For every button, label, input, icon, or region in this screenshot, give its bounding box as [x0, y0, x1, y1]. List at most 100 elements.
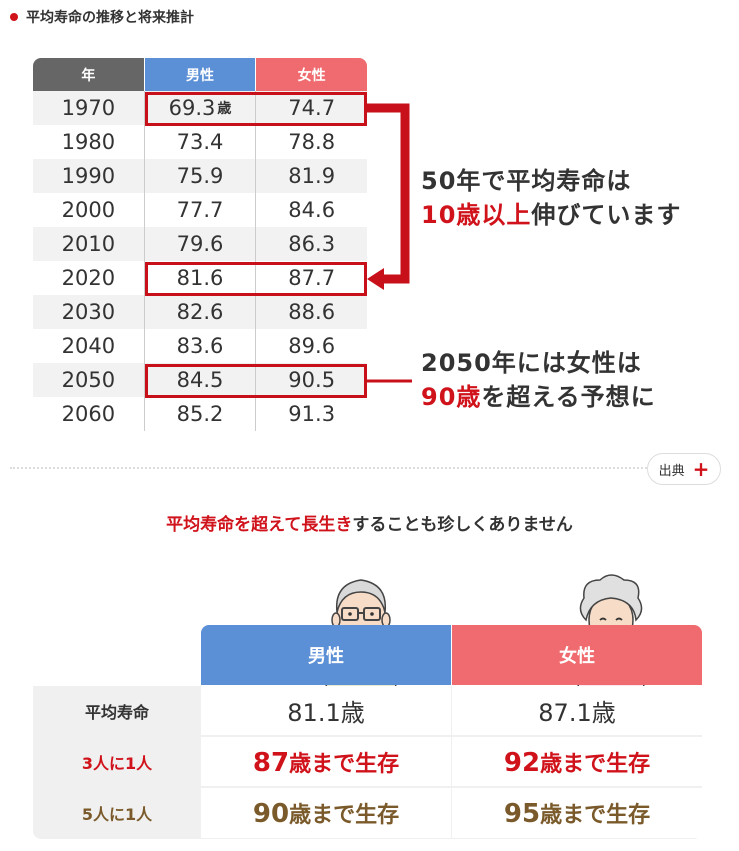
survival-value: 87歳まで生存 — [253, 746, 399, 778]
survival-suffix: 歳まで生存 — [540, 751, 651, 777]
cell-male: 77.7 — [143, 193, 256, 227]
table-row: 2040 83.6 89.6 — [33, 329, 367, 363]
cell-year: 1970 — [61, 96, 116, 120]
section-heading: 平均寿命の推移と将来推計 — [10, 6, 194, 28]
survival-age: 95 — [503, 799, 541, 829]
bottom-row: 5人に1人 90歳まで生存 95歳まで生存 — [33, 788, 702, 839]
cell-year: 2010 — [61, 232, 116, 256]
cell-male: 84.5 — [143, 363, 256, 397]
bottom-cell-male: 90歳まで生存 — [201, 788, 451, 838]
bottom-row: 3人に1人 87歳まで生存 92歳まで生存 — [33, 737, 702, 788]
table-row: 2000 77.7 84.6 — [33, 193, 367, 227]
table-row: 1980 73.4 78.8 — [33, 125, 367, 159]
cell-male-value: 75.9 — [176, 164, 224, 188]
survival-age: 92 — [503, 747, 541, 778]
bullet-dot-icon — [10, 13, 18, 21]
cell-female: 87.7 — [255, 261, 367, 295]
arrow-head-icon — [367, 268, 384, 290]
cell-year: 2020 — [61, 266, 116, 290]
table-body: 1970 69.3 歳 74.7 1980 73.4 78.8 1990 75.9 81.9 200… — [33, 91, 367, 431]
survival-suffix: 歳まで生存 — [289, 803, 400, 828]
cell-male-value: 77.7 — [176, 198, 224, 222]
cell-male-value: 82.6 — [176, 300, 224, 324]
cell-female: 90.5 — [255, 363, 367, 397]
cell-year: 2060 — [61, 402, 116, 426]
cell-female: 89.6 — [255, 329, 367, 363]
dotted-divider — [10, 467, 650, 469]
header-female: 女性 — [256, 58, 368, 91]
cell-male-value: 79.6 — [176, 232, 224, 256]
subtitle-emphasis: 平均寿命を超えて長生き — [166, 515, 353, 535]
life-value: 87.1歳 — [538, 699, 616, 727]
cell-male: 69.3 歳 — [143, 91, 256, 125]
cell-male: 83.6 — [143, 329, 256, 363]
cell-female: 88.6 — [255, 295, 367, 329]
table-row: 1970 69.3 歳 74.7 — [33, 91, 367, 125]
cell-year: 2040 — [61, 334, 116, 358]
section-heading-text: 平均寿命の推移と将来推計 — [26, 10, 194, 26]
bottom-cell-female: 92歳まで生存 — [452, 737, 702, 786]
cell-male-value: 84.5 — [176, 368, 224, 392]
cell-year: 1990 — [61, 164, 116, 188]
subtitle-rest: することも珍しくありません — [352, 515, 573, 535]
cell-male-value: 85.2 — [176, 402, 224, 426]
cell-year: 2050 — [61, 368, 116, 392]
cell-female: 74.7 — [255, 91, 367, 125]
subtitle: 平均寿命を超えて長生きすることも珍しくありません — [0, 510, 739, 535]
survival-value: 95歳まで生存 — [504, 797, 650, 829]
header-male: 男性 — [144, 58, 256, 91]
callout-1: 50年で平均寿命は 10歳以上伸びています — [421, 164, 681, 232]
bottom-cell-male: 81.1歳 — [201, 686, 451, 735]
callout-2-line1: 2050年には女性は — [421, 349, 642, 377]
table-header: 年 男性 女性 — [33, 58, 368, 91]
life-value: 81.1歳 — [287, 699, 365, 727]
survival-value: 92歳まで生存 — [504, 746, 650, 778]
cell-female: 84.6 — [255, 193, 367, 227]
cell-male: 85.2 — [143, 397, 256, 431]
table-row: 2030 82.6 88.6 — [33, 295, 367, 329]
bottom-row: 平均寿命 81.1歳 87.1歳 — [33, 686, 702, 737]
plus-icon: + — [692, 457, 710, 481]
cell-male: 75.9 — [143, 159, 256, 193]
source-button[interactable]: 出典 + — [647, 453, 721, 485]
bottom-cell-female: 87.1歳 — [452, 686, 702, 735]
callout-1-line2: 10歳以上伸びています — [421, 198, 681, 232]
bottom-header-female: 女性 — [452, 625, 702, 685]
callout-2: 2050年には女性は 90歳を超える予想に — [421, 346, 656, 414]
cell-female: 86.3 — [255, 227, 367, 261]
life-expectancy-table: 年 男性 女性 1970 69.3 歳 74.7 1980 73.4 78.8 1990 75.… — [33, 58, 368, 431]
bottom-row-label: 3人に1人 — [81, 754, 153, 773]
cell-male-value: 81.6 — [176, 266, 224, 290]
cell-male: 81.6 — [143, 261, 256, 295]
survival-suffix: 歳まで生存 — [540, 803, 651, 828]
cell-male-value: 83.6 — [176, 334, 224, 358]
callout-2-emphasis: 90歳 — [421, 383, 482, 411]
table-row: 2020 81.6 87.7 — [33, 261, 367, 295]
header-year: 年 — [33, 58, 144, 91]
cell-male-value: 73.4 — [176, 130, 224, 154]
callout-1-line1: 50年で平均寿命は — [421, 167, 632, 195]
bottom-cell-male: 87歳まで生存 — [201, 737, 451, 786]
cell-female: 81.9 — [255, 159, 367, 193]
survival-age: 90 — [252, 799, 290, 829]
bottom-header-male: 男性 — [201, 625, 451, 685]
survival-value: 90歳まで生存 — [253, 797, 399, 829]
cell-year: 2030 — [61, 300, 116, 324]
cell-male: 73.4 — [143, 125, 256, 159]
callout-2-rest: を超える予想に — [481, 383, 656, 411]
bottom-cell-female: 95歳まで生存 — [452, 788, 702, 838]
cell-female: 78.8 — [255, 125, 367, 159]
arrow-connector — [367, 103, 410, 284]
table-row: 2010 79.6 86.3 — [33, 227, 367, 261]
cell-year: 2000 — [61, 198, 116, 222]
cell-male: 79.6 — [143, 227, 256, 261]
cell-male-value: 69.3 — [168, 96, 216, 120]
survival-suffix: 歳まで生存 — [289, 751, 400, 777]
cell-female: 91.3 — [255, 397, 367, 431]
callout-1-emphasis: 10歳以上 — [421, 201, 532, 229]
source-button-label: 出典 — [658, 463, 685, 479]
callout-1-rest: 伸びています — [531, 201, 682, 229]
table-row: 2060 85.2 91.3 — [33, 397, 367, 431]
cell-year: 1980 — [61, 130, 116, 154]
table-row: 2050 84.5 90.5 — [33, 363, 367, 397]
